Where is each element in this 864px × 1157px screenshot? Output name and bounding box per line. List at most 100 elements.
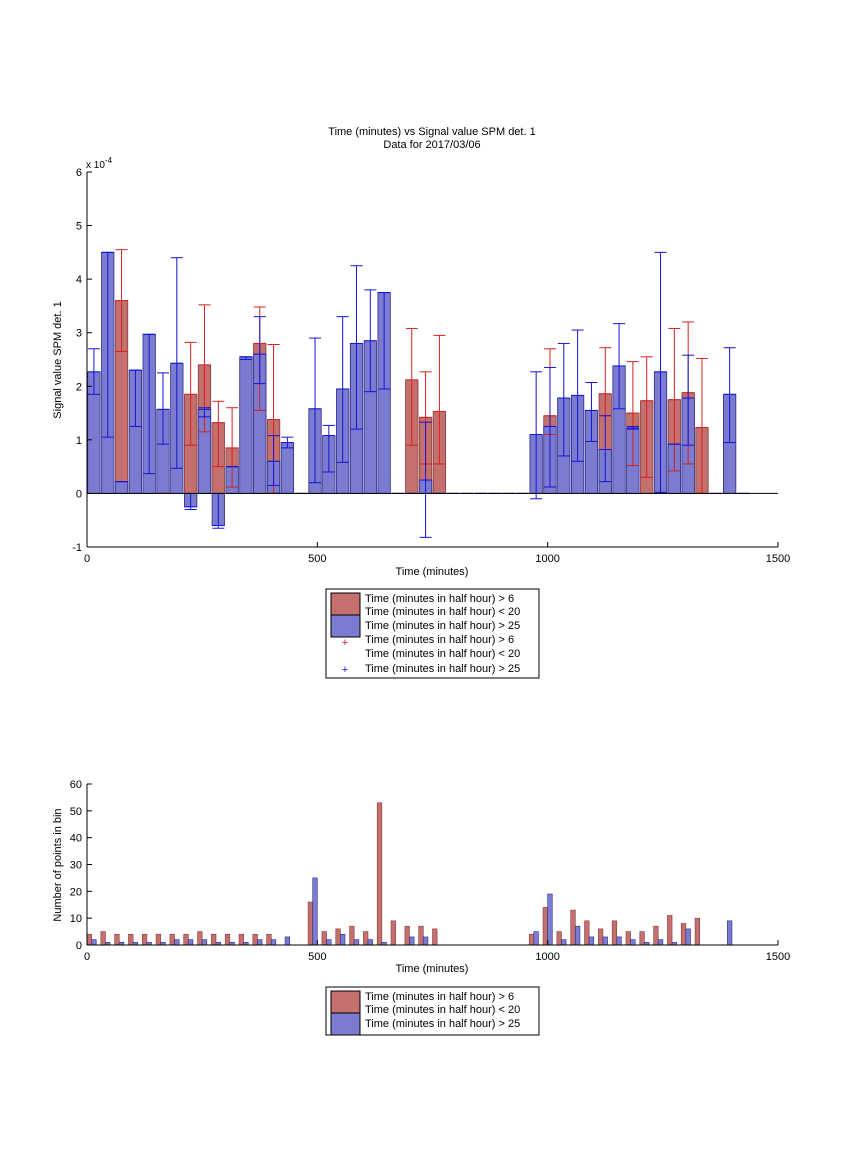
error-bar-blue	[170, 257, 183, 469]
error-bar-blue	[654, 251, 667, 493]
count-bar-blue	[685, 928, 691, 946]
error-bar-blue	[198, 407, 211, 418]
y-tick-label: 2	[76, 381, 82, 393]
count-legend: Time (minutes in half hour) > 6 Time (mi…	[325, 986, 540, 1036]
count-bar-blue	[257, 939, 263, 946]
error-bar-red	[226, 407, 239, 488]
count-bar-blue	[284, 936, 290, 946]
legend-label: Time (minutes in half hour) < 20	[365, 606, 520, 618]
count-bar-blue	[174, 939, 180, 946]
x-tick-label: 1000	[535, 553, 559, 565]
count-bar-blue	[340, 933, 346, 946]
error-bar-blue	[543, 367, 556, 488]
x-tick-label: 0	[84, 951, 90, 963]
error-bar-blue	[253, 316, 266, 385]
count-bars	[86, 802, 733, 946]
count-bar-red	[321, 931, 327, 946]
count-bar-red	[169, 933, 175, 946]
count-bar-blue	[575, 925, 581, 946]
x-tick-label: 500	[308, 951, 326, 963]
error-bar-blue	[557, 342, 570, 457]
y-tick-label: 30	[70, 860, 82, 872]
error-bar-blue	[267, 435, 280, 486]
signal-chart: Time (minutes) vs Signal value SPM det. …	[52, 126, 790, 578]
count-bar-blue	[422, 936, 429, 946]
error-bar-blue	[599, 415, 612, 483]
error-bar-blue	[239, 356, 252, 360]
legend-label: Time (minutes in half hour) > 25	[365, 663, 520, 675]
count-bar-red	[114, 933, 120, 946]
chart-title: Time (minutes) vs Signal value SPM det. …	[328, 126, 535, 138]
x-axis-label: Time (minutes)	[396, 963, 469, 975]
error-bar-blue	[530, 371, 543, 500]
signal-bars	[87, 251, 737, 526]
count-bar-red	[542, 907, 548, 946]
error-bar-blue	[281, 436, 294, 449]
count-bar-red	[307, 901, 314, 946]
count-bar-blue	[602, 936, 608, 946]
y-exponent-label: x 10-4	[86, 156, 113, 171]
error-bar-red	[184, 341, 197, 446]
error-bar-blue	[682, 354, 695, 446]
count-bar-red	[252, 933, 258, 946]
count-bar-red	[584, 920, 590, 946]
count-bar-red	[238, 933, 244, 946]
count-bar-red	[680, 923, 687, 946]
legend-label: Time (minutes in half hour) < 20	[365, 1004, 520, 1016]
error-bar-blue	[350, 265, 363, 430]
count-bar-red	[404, 925, 410, 946]
bar-blue	[114, 481, 129, 494]
legend-label: Time (minutes in half hour) < 20	[365, 648, 520, 660]
error-bar-blue	[364, 289, 377, 393]
legend-label: Time (minutes in half hour) > 6	[365, 634, 514, 646]
legend-swatch-red	[330, 990, 361, 1014]
legend-swatch-red	[330, 592, 361, 616]
count-bar-red	[639, 931, 645, 946]
error-bar-blue	[336, 316, 349, 463]
count-bar-red	[570, 909, 576, 946]
legend-label: Time (minutes in half hour) > 25	[365, 1018, 520, 1030]
count-bar-red	[211, 933, 217, 946]
count-bar-red	[224, 933, 231, 946]
count-bar-red	[183, 933, 189, 946]
count-bar-red	[625, 931, 631, 946]
count-bar-blue	[312, 877, 318, 946]
count-bar-blue	[588, 936, 595, 946]
x-axis-label: Time (minutes)	[396, 566, 469, 578]
x-tick-label: 1000	[535, 951, 559, 963]
count-bar-blue	[326, 939, 332, 946]
y-tick-label: 5	[76, 221, 82, 233]
count-bar-red	[390, 920, 396, 946]
count-bar-blue	[270, 939, 277, 946]
count-bar-red	[611, 920, 618, 946]
count-bar-red	[197, 931, 203, 946]
x-tick-label: 0	[84, 553, 90, 565]
count-bar-red	[141, 933, 148, 946]
count-bar-blue	[547, 893, 553, 946]
y-tick-label: 0	[76, 488, 82, 500]
legend-label: Time (minutes in half hour) > 25	[365, 620, 520, 632]
bar-blue	[239, 356, 253, 494]
y-tick-label: 1	[76, 435, 82, 447]
count-chart: 0 500 1000 1500 0 10 20 30 40 50 60 Time (minutes)…	[52, 779, 790, 975]
bar-blue	[280, 442, 295, 494]
count-bar-red	[528, 933, 535, 946]
count-bar-blue	[409, 936, 415, 946]
count-bar-red	[349, 925, 355, 946]
error-bar-blue	[101, 251, 114, 438]
y-tick-label: 6	[76, 167, 82, 179]
count-bar-blue	[616, 936, 622, 946]
signal-error-bars	[87, 249, 778, 538]
count-bar-red	[100, 931, 106, 946]
count-bar-blue	[727, 920, 733, 946]
count-bar-red	[86, 933, 92, 946]
error-bar-blue	[419, 421, 432, 538]
error-bar-blue	[212, 492, 225, 529]
error-bar-blue	[322, 424, 335, 473]
error-bar-blue	[723, 347, 736, 444]
error-bar-red	[626, 361, 639, 467]
count-bar-blue	[353, 939, 360, 946]
x-tick-label: 1500	[766, 951, 790, 963]
error-bar-blue	[87, 348, 100, 395]
legend-label: Time (minutes in half hour) > 6	[365, 593, 514, 605]
